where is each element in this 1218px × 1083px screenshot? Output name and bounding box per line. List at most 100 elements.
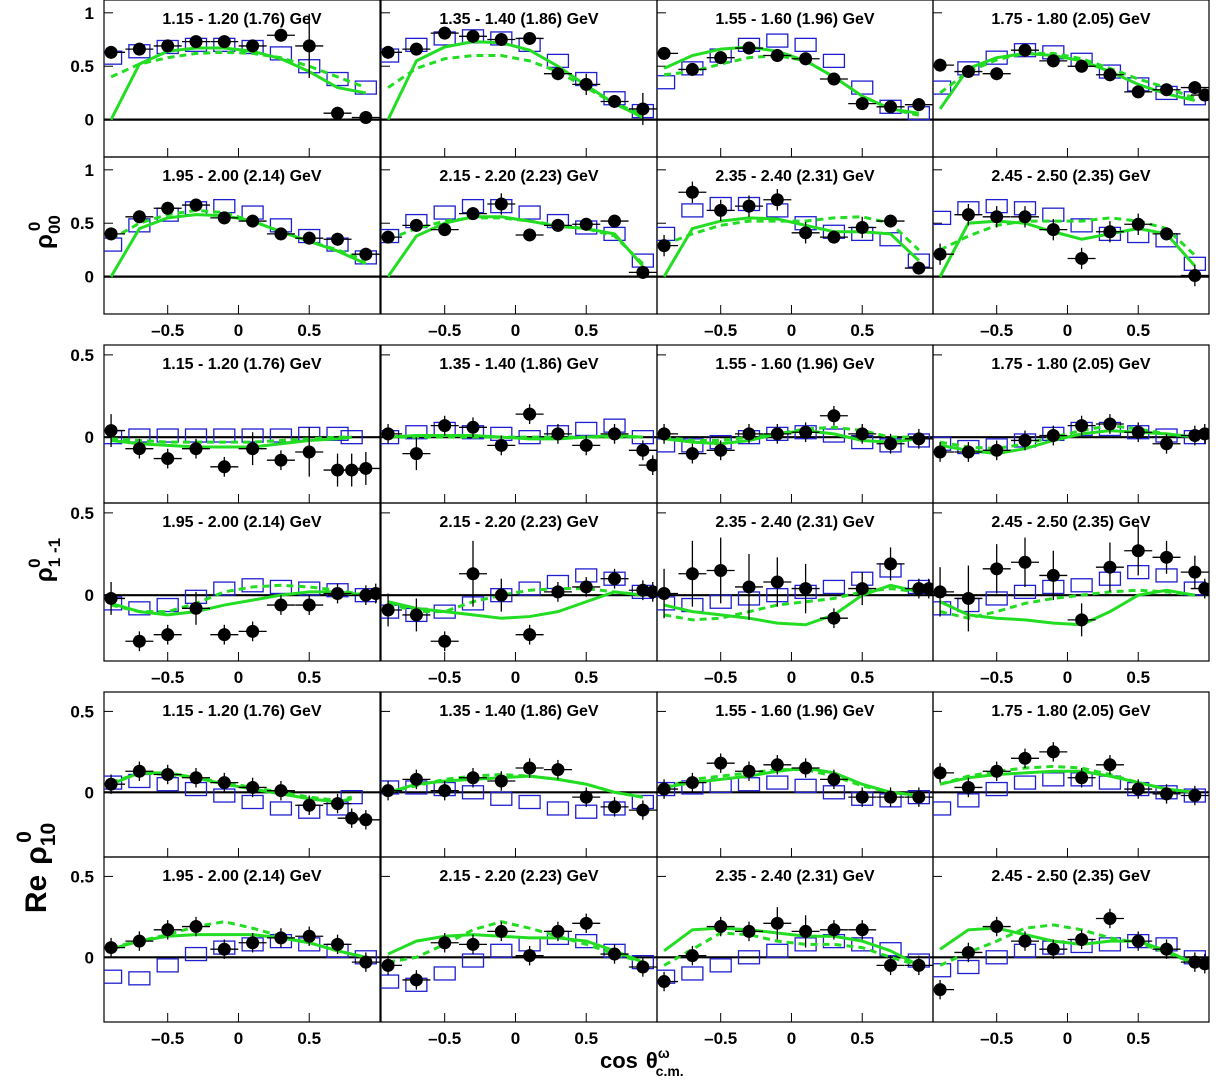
data-point xyxy=(104,45,118,59)
model-box xyxy=(128,971,151,986)
panel-marks xyxy=(657,537,933,629)
panel-marks xyxy=(381,758,657,820)
model-box xyxy=(1042,772,1065,787)
y-title-rho1-1-sub: 1 -1 xyxy=(45,538,64,567)
data-point xyxy=(302,231,316,245)
panel-title: 1.15 - 1.20 (1.76) GeV xyxy=(162,356,322,373)
panel-marks xyxy=(104,414,380,487)
data-point xyxy=(608,94,622,108)
data-point xyxy=(104,777,118,791)
data-point xyxy=(217,942,231,956)
panel-Re rho10-7: –0.5 0 0.5 2.45 - 2.50 (2.35) GeV xyxy=(932,856,1210,1048)
model-curve-dashed xyxy=(110,435,352,444)
data-point xyxy=(855,790,869,804)
data-point xyxy=(359,955,373,969)
data-point xyxy=(551,427,565,441)
model-curve-solid xyxy=(387,774,644,799)
model-box xyxy=(1070,578,1093,593)
data-point xyxy=(494,924,508,938)
data-point xyxy=(132,934,146,948)
data-point xyxy=(217,211,231,225)
model-box xyxy=(241,794,264,810)
panel-marks xyxy=(104,916,380,986)
data-point xyxy=(1075,419,1089,433)
model-curve-dashed xyxy=(663,587,920,622)
data-point xyxy=(933,983,947,997)
data-point xyxy=(381,45,395,59)
data-point xyxy=(274,784,288,798)
panel-title: 1.55 - 1.60 (1.96) GeV xyxy=(715,356,875,373)
data-point xyxy=(523,949,537,963)
x-tick-label: –0.5 xyxy=(980,1029,1013,1048)
data-point xyxy=(990,67,1004,81)
data-point xyxy=(246,780,260,794)
data-point xyxy=(990,210,1004,224)
data-point xyxy=(494,588,508,602)
x-tick-label: 0.5 xyxy=(850,1029,874,1048)
data-point xyxy=(189,35,203,49)
model-curve-solid xyxy=(939,429,1196,456)
panel-Re rho10-6: –0.5 0 0.5 2.35 - 2.40 (2.31) GeV xyxy=(656,856,934,1048)
data-point xyxy=(855,97,869,111)
model-box xyxy=(657,75,676,90)
data-point xyxy=(331,797,345,811)
y-tick-label: 0.5 xyxy=(70,867,94,886)
model-curve-solid xyxy=(663,926,920,967)
data-point xyxy=(217,460,231,474)
model-box xyxy=(518,581,541,596)
panel-rho00-5: –0.5 0 0.5 2.15 - 2.20 (2.23) GeV xyxy=(380,156,658,340)
model-box xyxy=(546,801,570,816)
data-point xyxy=(132,42,146,56)
model-box xyxy=(269,428,293,443)
panel-frame xyxy=(932,502,1210,662)
data-point xyxy=(770,575,784,589)
data-point xyxy=(579,790,593,804)
y-axis-title-rho1-1: ρ1 -10 xyxy=(25,538,64,582)
data-point xyxy=(714,756,728,770)
model-curve-solid xyxy=(938,219,1196,278)
data-point xyxy=(657,587,671,601)
data-point xyxy=(104,227,118,241)
data-point xyxy=(714,443,728,457)
x-tick-label: 0 xyxy=(511,1029,520,1048)
model-curve-solid xyxy=(110,933,367,959)
data-point xyxy=(685,62,699,76)
data-point xyxy=(1188,789,1202,803)
panel-title: 1.75 - 1.80 (2.05) GeV xyxy=(991,356,1151,373)
data-point xyxy=(1160,550,1174,564)
data-point xyxy=(827,772,841,786)
model-box xyxy=(269,801,293,816)
data-point xyxy=(799,226,813,240)
data-point xyxy=(104,591,118,605)
data-point xyxy=(685,949,699,963)
panel-rho1-1-6: –0.5 0 0.5 2.35 - 2.40 (2.31) GeV xyxy=(656,502,934,687)
data-point xyxy=(302,598,316,612)
panel-title: 1.55 - 1.60 (1.96) GeV xyxy=(715,11,875,28)
data-point xyxy=(714,203,728,217)
panel-Re rho10-1: 1.35 - 1.40 (1.86) GeV xyxy=(380,691,658,858)
data-point xyxy=(246,442,260,456)
x-tick-label: –0.5 xyxy=(151,668,184,687)
data-point xyxy=(646,458,657,472)
x-title-theta: θ xyxy=(646,1048,658,1073)
panel-marks xyxy=(104,761,380,830)
data-point xyxy=(646,585,657,599)
data-point xyxy=(742,199,756,213)
data-point xyxy=(161,628,175,642)
data-point xyxy=(1103,911,1117,925)
y-tick-label: 0 xyxy=(85,111,94,130)
data-point xyxy=(466,567,480,581)
panel-Re rho10-0: 0 0.5 1.15 - 1.20 (1.76) GeV xyxy=(70,691,381,858)
x-tick-label: –0.5 xyxy=(704,321,737,340)
data-point xyxy=(742,764,756,778)
panel-title: 2.45 - 2.50 (2.35) GeV xyxy=(991,868,1151,885)
panel-rho00-3: 1.75 - 1.80 (2.05) GeV xyxy=(932,0,1210,158)
data-point xyxy=(608,572,622,586)
data-point xyxy=(331,587,345,601)
y-tick-label: 0 xyxy=(85,948,94,967)
data-point xyxy=(685,447,699,461)
data-point xyxy=(961,445,975,459)
data-point xyxy=(855,582,869,596)
panel-title: 1.55 - 1.60 (1.96) GeV xyxy=(715,703,875,720)
y-tick-label: 1 xyxy=(85,4,94,23)
